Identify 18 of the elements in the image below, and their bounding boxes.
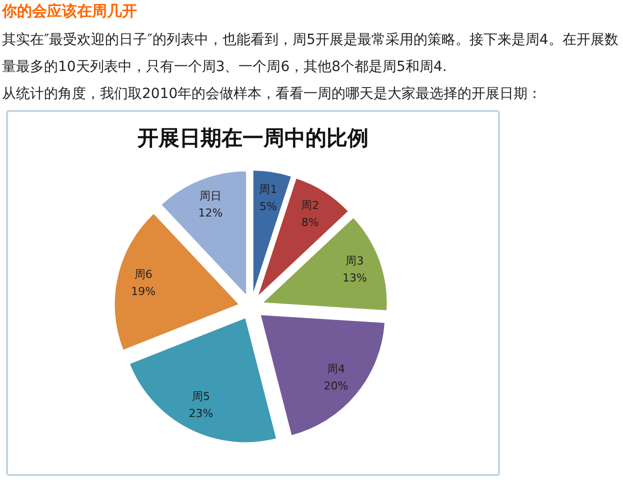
slice-label: 周1 bbox=[259, 183, 278, 196]
slice-label: 周日 bbox=[199, 189, 222, 202]
slice-label: 周4 bbox=[326, 362, 345, 376]
slice-label: 周6 bbox=[134, 268, 152, 281]
slice-label: 周2 bbox=[301, 198, 320, 212]
text: 从统计的角度，我们取2010年的会做样本，看看一周的哪天是大家最选择的开展日期： bbox=[2, 85, 543, 104]
data-label: 13% bbox=[342, 272, 367, 285]
chart-title: 开展日期在一周中的比例 bbox=[136, 125, 368, 150]
text: 你的会应该在周几开 bbox=[2, 1, 137, 21]
data-label: 23% bbox=[188, 407, 214, 420]
data-label: 20% bbox=[324, 379, 348, 392]
data-label: 5% bbox=[260, 200, 277, 214]
text: 其实在″最受欢迎的日子″的列表中，也能看到，周5开展是最常采用的策略。接下来是周4。在开展数量最多的10天列表中，只有一个周3、一个周6，其他8个都是周5和周4. bbox=[2, 31, 620, 77]
slice-label: 周5 bbox=[192, 390, 210, 404]
slice-label: 周3 bbox=[346, 254, 364, 268]
data-label: 12% bbox=[198, 206, 223, 220]
data-label: 8% bbox=[301, 216, 319, 229]
data-label: 19% bbox=[131, 284, 156, 298]
